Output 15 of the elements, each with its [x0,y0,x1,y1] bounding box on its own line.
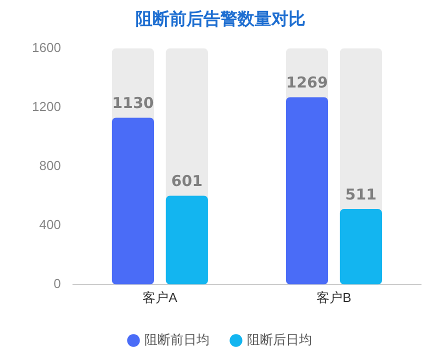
data-label: 1269 [286,74,328,92]
bar [340,209,382,284]
y-tick-label: 400 [39,216,61,232]
chart-title: 阻断前后告警数量对比 [136,10,306,30]
x-tick-label: 客户B [316,290,352,305]
x-tick-label: 客户A [142,290,178,305]
legend-label: 阻断后日均 [247,332,312,348]
data-label: 511 [345,185,377,204]
y-tick-label: 0 [54,276,61,291]
y-tick-label: 800 [39,158,61,173]
data-label: 1130 [112,94,154,112]
legend-label: 阻断前日均 [144,332,210,348]
data-label: 601 [171,172,203,190]
y-tick-label: 1600 [32,40,61,55]
y-tick-label: 1200 [32,98,61,114]
